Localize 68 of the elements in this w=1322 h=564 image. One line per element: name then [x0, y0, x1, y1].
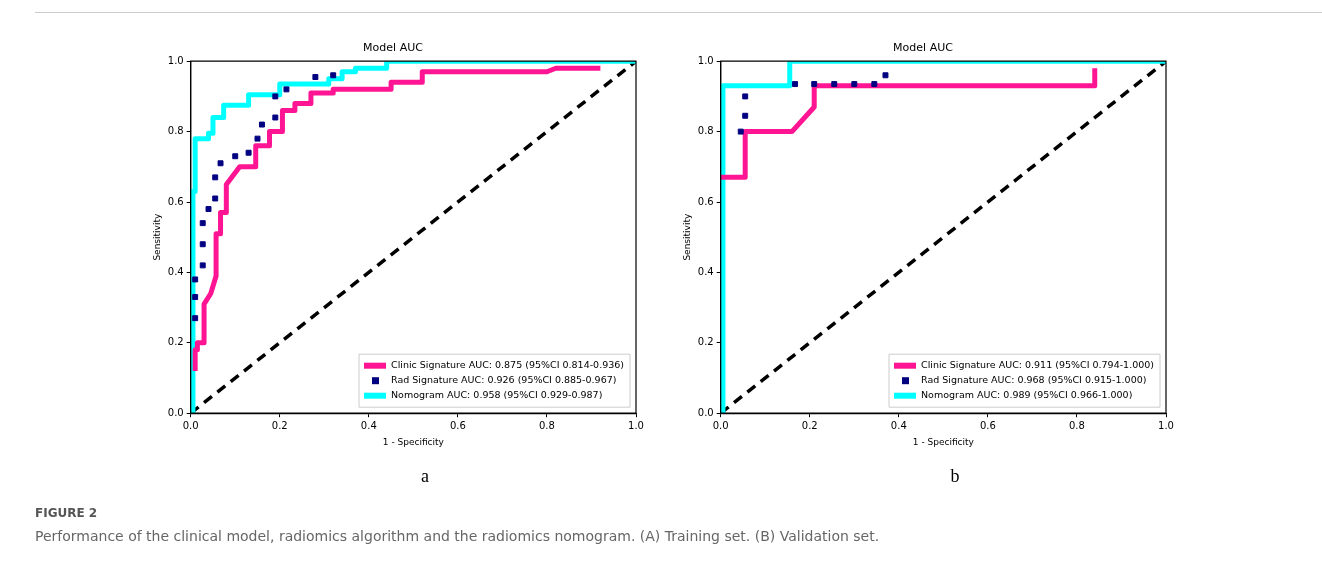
x-tick-label: 0.2	[271, 419, 288, 431]
point	[851, 81, 858, 88]
legend-label: Rad Signature AUC: 0.926 (95%CI 0.885-0.967)	[391, 374, 617, 386]
text: a	[420, 466, 430, 487]
y-tick-label: 1.0	[167, 54, 184, 66]
y-tick-label: 1.0	[697, 54, 714, 66]
x-tick-label: 0.8	[538, 419, 555, 431]
chart-title: Model AUC	[363, 41, 424, 55]
point	[330, 72, 337, 79]
x-tick-label: 0.6	[449, 419, 466, 431]
point	[212, 174, 219, 181]
caption: FIGURE 2	[35, 506, 98, 520]
chart-title: Model AUC	[893, 41, 954, 55]
point	[199, 241, 206, 248]
point	[192, 294, 199, 301]
point	[232, 153, 239, 160]
x-axis-title: 1 - Specificity	[912, 436, 975, 447]
y-tick-label: 0.6	[167, 195, 184, 207]
point	[199, 262, 206, 269]
y-tick-label: 0.8	[167, 125, 184, 137]
x-tick-label: 1.0	[628, 419, 644, 431]
point	[245, 149, 252, 156]
x-tick-label: 0.6	[979, 419, 996, 431]
x-tick-label: 1.0	[1158, 419, 1174, 431]
x-axis-title: 1 - Specificity	[382, 436, 445, 447]
x-tick-label: 0.8	[1068, 419, 1085, 431]
y-tick-label: 0.4	[697, 265, 714, 277]
point	[871, 81, 878, 88]
y-tick-label: 0.6	[697, 195, 714, 207]
legend-label: Nomogram AUC: 0.989 (95%CI 0.966-1.000)	[921, 389, 1133, 401]
point	[217, 160, 224, 167]
legend-label: Clinic Signature AUC: 0.875 (95%CI 0.814-0.936)	[391, 359, 625, 371]
text: Performance of the clinical model, radiomics algorithm and the radiomics nomogram. (A) Training set. (B) Validation set.	[35, 528, 880, 544]
point	[205, 206, 212, 213]
y-axis-title: Sensitivity	[151, 213, 162, 261]
y-tick-label: 0.8	[697, 125, 714, 137]
point	[792, 81, 799, 88]
x-tick-label: 0.2	[801, 419, 818, 431]
x-tick-label: 0.0	[712, 419, 729, 431]
point	[192, 276, 199, 283]
legend-label: Nomogram AUC: 0.958 (95%CI 0.929-0.987)	[391, 389, 603, 401]
point	[258, 121, 265, 128]
x-tick-label: 0.0	[182, 419, 199, 431]
point	[192, 315, 199, 322]
y-axis-title: Sensitivity	[681, 213, 692, 261]
legend-label: Rad Signature AUC: 0.968 (95%CI 0.915-1.000)	[921, 374, 1147, 386]
point	[283, 86, 290, 93]
y-tick-label: 0.0	[697, 406, 714, 418]
y-tick-label: 0.2	[167, 336, 184, 348]
point	[882, 72, 889, 79]
point	[737, 128, 744, 135]
y-tick-label: 0.4	[167, 265, 184, 277]
legend-label: Clinic Signature AUC: 0.911 (95%CI 0.794-1.000)	[921, 359, 1155, 371]
x-tick-label: 0.4	[890, 419, 907, 431]
point	[742, 112, 749, 119]
point	[272, 114, 279, 121]
x-tick-label: 0.4	[360, 419, 377, 431]
y-tick-label: 0.2	[697, 336, 714, 348]
point	[831, 81, 838, 88]
point	[272, 93, 279, 100]
point	[742, 93, 749, 100]
point	[199, 220, 206, 227]
point	[811, 81, 818, 88]
point	[212, 195, 219, 202]
text: b	[949, 466, 961, 487]
point	[254, 135, 261, 142]
y-tick-label: 0.0	[167, 406, 184, 418]
point	[312, 74, 319, 81]
